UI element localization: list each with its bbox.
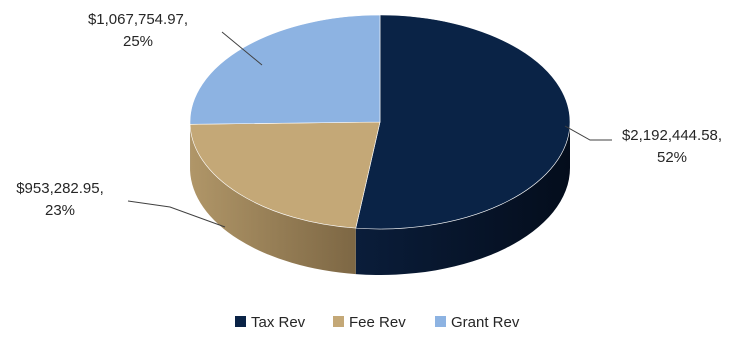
leader-line-fee-rev [127, 200, 226, 228]
data-label-percent-fee-rev: 23% [45, 202, 75, 219]
legend: Tax Rev Fee Rev Grant Rev [235, 314, 520, 331]
pie-slice-grant-rev [189, 14, 381, 125]
pie-side-walls [190, 122, 570, 275]
legend-swatch-tax-rev [235, 316, 246, 327]
leader-line-tax-rev [564, 125, 612, 141]
legend-item-tax-rev: Tax Rev [235, 314, 306, 331]
leader-lines [127, 31, 612, 228]
legend-label-grant-rev: Grant Rev [451, 314, 520, 331]
legend-swatch-fee-rev [333, 316, 344, 327]
pie-side-tax-rev [355, 122, 570, 275]
legend-label-fee-rev: Fee Rev [349, 314, 406, 331]
data-label-percent-grant-rev: 25% [123, 33, 153, 50]
pie-side-fee-rev [190, 124, 356, 275]
pie-slice-fee-rev [189, 121, 381, 229]
data-labels: $2,192,444.58, 52% $953,282.95, 23% $1,067,7… [16, 11, 722, 219]
leader-line-grant-rev [221, 31, 263, 66]
data-label-value-fee-rev: $953,282.95, [16, 180, 104, 197]
pie-top-faces [189, 14, 571, 230]
data-label-percent-tax-rev: 52% [657, 149, 687, 166]
data-label-value-grant-rev: $1,067,754.97, [88, 11, 188, 28]
legend-label-tax-rev: Tax Rev [251, 314, 306, 331]
legend-swatch-grant-rev [435, 316, 446, 327]
legend-item-grant-rev: Grant Rev [435, 314, 520, 331]
data-label-value-tax-rev: $2,192,444.58, [622, 127, 722, 144]
legend-item-fee-rev: Fee Rev [333, 314, 406, 331]
